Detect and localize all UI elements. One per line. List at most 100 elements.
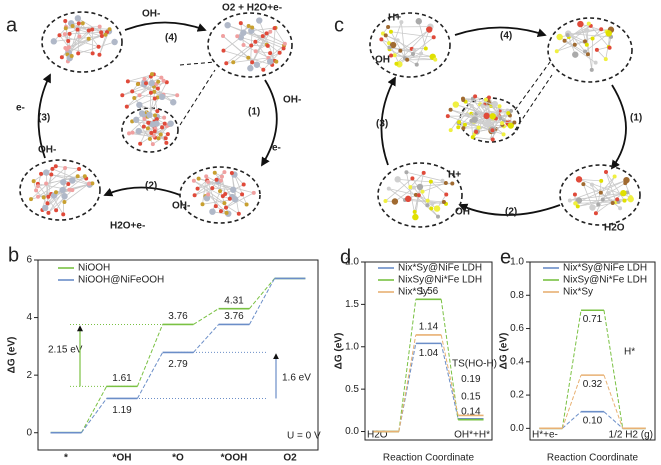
bond	[64, 183, 90, 203]
atom	[147, 136, 152, 141]
atom	[581, 182, 586, 187]
atom	[70, 188, 75, 193]
bond	[231, 172, 240, 214]
bond	[251, 27, 276, 32]
atom	[423, 46, 428, 51]
atom	[164, 140, 169, 145]
atom	[220, 194, 225, 199]
structure	[445, 94, 517, 142]
bond	[397, 178, 453, 184]
panel-label: a	[6, 14, 18, 36]
bond	[68, 38, 89, 54]
y-tick-label: 0.4	[510, 356, 524, 367]
atom	[209, 208, 216, 215]
atom	[394, 61, 399, 66]
atom	[476, 125, 481, 130]
bond	[385, 178, 413, 202]
atom	[63, 166, 68, 171]
atom	[444, 192, 449, 197]
bond	[47, 174, 52, 197]
atom	[146, 120, 151, 125]
atom	[567, 198, 572, 203]
atom	[556, 33, 563, 41]
atom	[272, 26, 277, 31]
atom	[575, 197, 583, 204]
diagram-text: OH-	[172, 201, 190, 212]
atom	[562, 38, 567, 43]
atom	[59, 186, 66, 194]
atom	[86, 36, 91, 41]
zoom-line	[514, 61, 553, 131]
atom	[416, 193, 421, 198]
atom	[175, 93, 180, 98]
x-tick-label: H*+e-	[532, 430, 558, 441]
atom	[554, 49, 559, 54]
connector	[193, 324, 219, 353]
bond	[608, 182, 626, 194]
y-tick-label: 0.8	[510, 290, 524, 301]
atom	[142, 76, 147, 81]
atom	[260, 34, 265, 39]
bond	[394, 187, 415, 202]
atom	[250, 25, 255, 30]
x-axis-label: Reaction Coordinate	[383, 453, 475, 464]
atom	[152, 89, 157, 94]
structure	[41, 11, 123, 73]
atom	[152, 129, 157, 134]
atom	[231, 196, 239, 203]
bond	[492, 106, 500, 140]
diagram-text: H+	[388, 13, 401, 24]
bond	[385, 35, 400, 65]
atom	[428, 179, 433, 184]
atom	[391, 198, 399, 205]
atom	[599, 178, 604, 183]
diagram-text: H+	[448, 170, 461, 181]
atom	[77, 167, 82, 172]
atom	[395, 38, 400, 43]
atom	[39, 171, 44, 176]
diagram-text: H2O+e-	[110, 221, 145, 232]
atom	[99, 30, 104, 35]
y-axis-label: ΔG (eV)	[7, 337, 18, 374]
bond	[406, 172, 416, 218]
atom	[136, 101, 143, 109]
y-axis-label: ΔG (eV)	[499, 333, 510, 370]
connector	[603, 374, 624, 429]
arrow	[458, 203, 561, 216]
atom	[379, 37, 384, 42]
legend-label: Nix*Sy@NiFe LDH	[398, 263, 482, 274]
legend-label: NixSy@Ni*Fe LDH	[398, 275, 482, 286]
atom	[90, 51, 95, 56]
atom	[250, 60, 255, 65]
y-tick-label: 0.2	[510, 390, 524, 401]
atom	[44, 181, 49, 186]
dashed-ellipse	[19, 159, 101, 221]
atom	[200, 202, 205, 207]
atom	[573, 201, 578, 206]
connector	[561, 411, 582, 429]
atom	[67, 187, 72, 192]
dashed-ellipse	[121, 107, 179, 153]
atom	[600, 197, 605, 202]
value-label: 0.10	[583, 415, 603, 426]
atom	[489, 113, 496, 120]
bond	[414, 195, 420, 218]
atom	[589, 204, 596, 211]
bond	[571, 34, 586, 52]
atom	[218, 189, 223, 194]
diagram-text: OH-	[283, 95, 301, 106]
atom	[491, 100, 498, 108]
y-tick-label: 1.5	[345, 299, 359, 310]
atom	[158, 132, 163, 137]
bond	[212, 191, 221, 212]
value-label: 1.19	[112, 405, 132, 416]
bond	[227, 24, 284, 49]
atom	[191, 178, 196, 183]
bond	[391, 55, 436, 60]
diagram-text: OH	[375, 55, 390, 66]
atom	[154, 117, 159, 122]
atom	[152, 96, 157, 101]
atom	[61, 212, 66, 217]
diagram-text: e-	[16, 103, 25, 114]
atom	[69, 53, 74, 58]
